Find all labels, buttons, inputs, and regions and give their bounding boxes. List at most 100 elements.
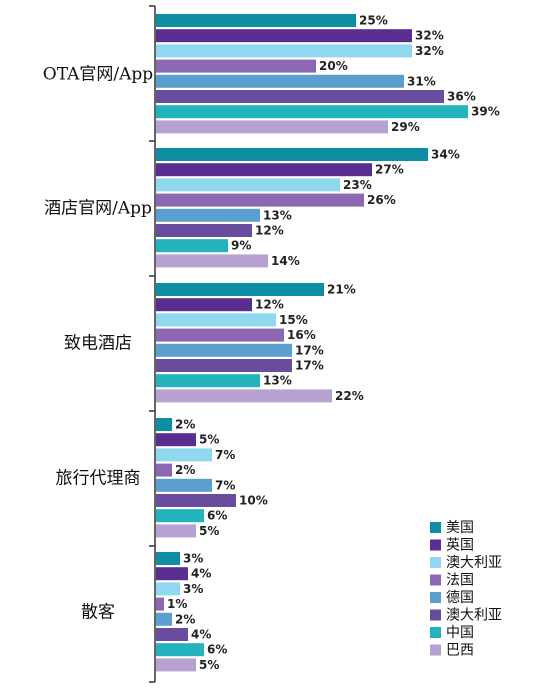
bar [156,163,372,177]
data-label: 26% [367,193,396,207]
data-label: 17% [295,359,324,373]
data-label: 25% [359,14,388,28]
legend-label: 巴西 [446,643,474,659]
bar [156,612,172,626]
bar [156,178,340,192]
data-label: 12% [255,298,284,312]
data-label: 6% [207,509,227,523]
bar [156,389,332,403]
data-label: 13% [263,208,292,222]
data-label: 32% [415,29,444,43]
bar [156,254,268,268]
category-label: 旅行代理商 [56,468,141,488]
legend-swatch [430,574,441,586]
bar [156,74,404,88]
bar [156,552,180,565]
bar [156,628,188,641]
data-label: 5% [199,524,219,538]
bar [156,582,180,596]
bar [156,494,236,507]
bar [156,463,172,477]
bar [156,14,356,27]
data-label: 20% [319,59,348,73]
data-label: 2% [175,612,195,626]
legend-swatch [430,592,441,603]
legend-swatch [430,557,441,568]
bar [156,59,316,73]
data-label: 21% [327,283,356,297]
bar [156,343,292,357]
bar [156,29,412,43]
legend-swatch [430,627,441,638]
category-label: 致电酒店 [64,333,132,353]
data-label: 4% [191,567,211,581]
data-label: 15% [279,313,308,327]
data-label: 31% [407,74,436,88]
bar [156,658,196,672]
data-label: 5% [199,658,219,672]
legend-label: 中国 [446,625,474,641]
legend-label: 澳大利亚 [446,555,502,571]
category-label: 散客 [81,602,115,622]
bar [156,120,388,134]
data-label: 1% [167,597,187,611]
data-label: 7% [215,478,235,492]
bar [156,90,444,103]
data-label: 7% [215,448,235,462]
bar [156,433,196,447]
data-label: 12% [255,224,284,238]
bar [156,44,412,58]
category-label: 酒店官网/App [44,198,152,218]
bar [156,374,260,388]
legend-label: 法国 [446,573,474,589]
data-label: 23% [343,178,372,192]
data-label: 6% [207,643,227,657]
data-label: 2% [175,463,195,477]
legend-label: 美国 [446,520,474,536]
bar [156,524,196,538]
bar [156,328,284,342]
bar [156,283,324,296]
legend-swatch [430,539,441,551]
legend-label: 澳大利亚 [446,608,502,624]
data-label: 13% [263,374,292,388]
legend-label: 德国 [446,590,474,606]
bar [156,148,428,161]
data-label: 5% [199,433,219,447]
legend-swatch [430,609,441,621]
bar [156,239,228,253]
bar [156,359,292,372]
data-label: 34% [431,148,460,162]
bar [156,193,364,207]
data-label: 36% [447,90,476,104]
data-label: 27% [375,163,404,177]
legend-label: 英国 [446,537,474,554]
bar [156,208,260,222]
legend-swatch [430,522,441,533]
category-label: OTA官网/App [43,64,154,84]
data-label: 9% [231,239,251,253]
data-label: 3% [183,582,203,596]
data-label: 14% [271,254,300,268]
bar [156,313,276,327]
bar [156,597,164,611]
data-label: 10% [239,494,268,508]
bar [156,478,212,492]
data-label: 17% [295,343,324,357]
data-label: 39% [471,105,500,119]
data-label: 16% [287,328,316,342]
data-label: 29% [391,120,420,134]
bar [156,643,204,657]
data-label: 22% [335,389,364,403]
bar [156,105,468,119]
bar [156,418,172,431]
data-label: 4% [191,628,211,642]
bar [156,224,252,237]
legend-swatch [430,644,441,656]
data-label: 32% [415,44,444,58]
bar [156,448,212,462]
bar [156,509,204,523]
data-label: 2% [175,418,195,432]
bar [156,298,252,312]
